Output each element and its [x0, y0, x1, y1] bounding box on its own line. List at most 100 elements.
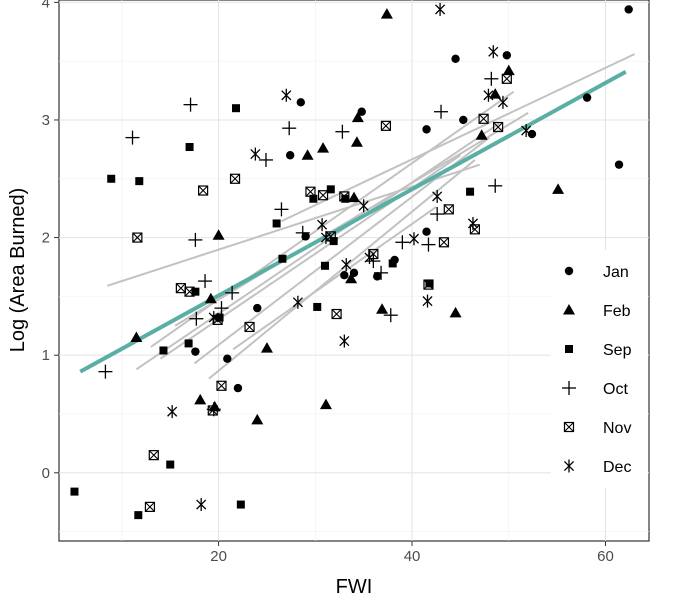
point-oct	[374, 265, 389, 280]
point-jan	[451, 54, 460, 64]
y-tick-label: 0	[42, 465, 50, 482]
point-oct	[395, 235, 410, 250]
series-dec	[167, 2, 532, 512]
point-feb	[260, 342, 273, 353]
point-feb	[350, 136, 363, 147]
month-fit-line	[135, 122, 500, 371]
point-jan	[253, 303, 262, 313]
point-sep	[466, 187, 475, 196]
point-dec	[196, 498, 207, 512]
y-tick-label: 1	[42, 347, 50, 364]
month-fit-line	[232, 206, 437, 351]
point-sep	[191, 287, 200, 296]
point-oct	[98, 364, 113, 379]
point-dec	[292, 295, 303, 309]
point-nov	[501, 73, 512, 84]
point-jan	[296, 98, 306, 107]
point-sep	[309, 194, 318, 203]
point-dec	[364, 251, 375, 265]
point-dec	[521, 124, 532, 138]
legend-label-oct: Oct	[603, 381, 628, 398]
point-oct	[214, 301, 229, 316]
point-dec	[483, 88, 494, 102]
point-dec	[167, 405, 178, 419]
point-sep	[320, 261, 329, 270]
point-dec	[208, 311, 219, 325]
x-tick-label: 60	[597, 548, 614, 565]
point-dec	[341, 258, 352, 272]
point-dec	[317, 218, 328, 232]
overall-fit-line	[79, 69, 627, 374]
point-nov	[305, 186, 316, 197]
point-oct	[183, 97, 198, 112]
point-oct	[282, 121, 297, 136]
point-sep	[272, 219, 281, 228]
y-axis-title: Log (Area Burned)	[7, 188, 29, 353]
legend-label-jan: Jan	[603, 264, 629, 281]
point-jan	[624, 5, 633, 14]
point-jan	[614, 160, 624, 169]
y-tick-label: 3	[42, 112, 50, 129]
point-feb	[351, 111, 364, 123]
point-jan	[340, 271, 349, 280]
point-feb	[449, 306, 462, 318]
point-jan	[422, 125, 431, 134]
point-nov	[438, 237, 450, 248]
point-feb	[204, 292, 217, 304]
point-feb	[380, 8, 393, 19]
point-feb	[301, 149, 314, 160]
point-feb	[489, 88, 502, 99]
point-sep	[313, 302, 322, 311]
point-sep	[185, 143, 194, 152]
month-fit-lines	[107, 53, 635, 380]
legend-key-nov	[563, 421, 575, 433]
point-jan	[373, 272, 382, 281]
point-dec	[281, 88, 292, 102]
point-sep	[70, 487, 79, 496]
legend-label-feb: Feb	[603, 303, 631, 320]
point-feb	[317, 142, 330, 153]
point-dec	[435, 2, 446, 16]
point-nov	[229, 173, 241, 184]
point-feb	[552, 183, 565, 194]
point-oct	[189, 311, 204, 326]
point-feb	[376, 303, 389, 314]
point-jan	[357, 107, 366, 116]
point-sep	[134, 511, 143, 520]
point-feb	[212, 229, 225, 240]
point-sep	[184, 339, 193, 348]
point-feb	[502, 64, 515, 76]
x-tick-label: 20	[210, 548, 227, 565]
point-feb	[319, 398, 332, 410]
legend-label-sep: Sep	[603, 342, 632, 359]
point-jan	[459, 115, 468, 125]
point-nov	[244, 321, 255, 333]
point-nov	[132, 232, 143, 243]
point-nov	[339, 191, 350, 202]
series-feb	[130, 8, 565, 425]
point-dec	[432, 189, 443, 203]
point-dec	[358, 199, 369, 213]
point-oct	[188, 232, 203, 247]
point-nov	[317, 190, 329, 201]
point-dec	[250, 147, 261, 161]
legend-label-dec: Dec	[603, 459, 631, 476]
point-jan	[527, 129, 537, 139]
overall-fit-line	[79, 69, 627, 374]
point-sep	[341, 194, 350, 203]
point-dec	[320, 231, 332, 245]
point-sep	[326, 185, 335, 194]
point-nov	[144, 501, 156, 512]
point-oct	[258, 152, 273, 167]
point-nov	[175, 283, 186, 294]
point-sep	[159, 346, 168, 355]
point-jan	[223, 354, 232, 363]
point-jan	[191, 347, 200, 356]
point-oct	[383, 308, 398, 323]
point-sep	[388, 259, 397, 268]
point-sep	[107, 174, 116, 183]
point-dec	[497, 95, 509, 109]
point-jan	[422, 227, 431, 236]
point-oct	[274, 202, 289, 217]
